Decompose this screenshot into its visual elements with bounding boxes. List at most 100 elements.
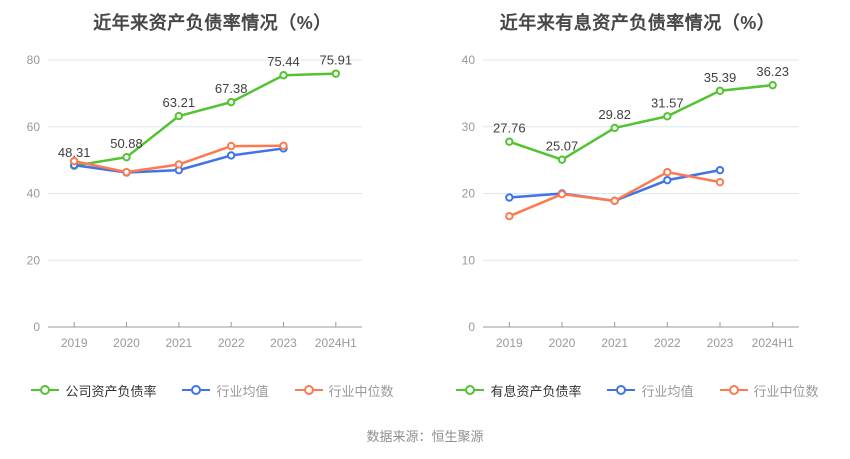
legend-item-industry-median[interactable]: 行业中位数 [294, 381, 394, 400]
line-series-icon [31, 385, 60, 395]
value-label: 63.21 [163, 95, 196, 110]
x-tick-label: 2019 [61, 336, 88, 350]
value-label: 75.44 [267, 54, 300, 69]
data-point-marker [69, 156, 79, 166]
data-point-marker [557, 189, 567, 199]
legend-item-company[interactable]: 公司资产负债率 [31, 381, 156, 400]
gridlines [48, 59, 362, 261]
legend-item-industry-mean[interactable]: 行业均值 [607, 381, 694, 400]
x-tick-label: 2021 [601, 336, 628, 350]
data-point-marker [226, 97, 236, 107]
value-label: 29.82 [598, 107, 631, 122]
chart-plot-area: 0 10 20 30 40 2019 2020 2021 2022 2023 2024H1 27.76… [462, 53, 799, 350]
x-tick-label: 2024H1 [752, 336, 794, 350]
y-tick-label: 20 [462, 187, 476, 201]
line-series-icon [607, 385, 636, 395]
data-point-marker [226, 141, 236, 151]
data-point-marker [226, 151, 236, 160]
y-tick-label: 30 [462, 120, 476, 134]
legend-label: 公司资产负债率 [65, 383, 157, 399]
series-company-line [72, 72, 338, 168]
data-point-marker [279, 141, 288, 150]
asset-liability-ratio-chart: 近年来资产负债率情况（%） 0 20 40 60 80 2019 2020 2021 2022 2… [0, 0, 425, 400]
value-label: 48.31 [58, 145, 91, 160]
y-tick-label: 60 [27, 120, 41, 134]
data-point-marker [768, 80, 777, 90]
data-point-marker [663, 167, 672, 177]
data-point-marker [663, 112, 672, 121]
data-source-label: 数据来源：恒生聚源 [366, 429, 484, 444]
x-tick-label: 2024H1 [315, 336, 357, 350]
line-series-icon [719, 385, 748, 395]
data-point-marker [174, 111, 184, 121]
series-industry-median [69, 141, 288, 177]
series-company: 48.31 50.88 63.21 67.38 75.44 75.91 [58, 53, 353, 170]
y-tick-label: 80 [27, 53, 41, 67]
data-point-marker [331, 69, 341, 78]
data-point-marker [505, 193, 514, 202]
x-tick-label: 2020 [549, 336, 576, 350]
series-company-interest: 27.76 25.07 29.82 31.57 35.39 36.23 [493, 64, 789, 164]
x-tick-label: 2023 [270, 336, 297, 350]
chart-title: 近年来有息资产负债率情况（%） [499, 13, 776, 33]
data-point-marker [610, 123, 619, 133]
x-tick-label: 2020 [113, 336, 140, 350]
line-series-icon [182, 385, 211, 395]
y-tick-label: 0 [33, 320, 40, 334]
value-label: 27.76 [493, 121, 526, 136]
data-point-marker [122, 167, 131, 177]
line-series-icon [294, 385, 323, 395]
legend-label: 行业均值 [216, 383, 269, 399]
legend-label: 行业均值 [641, 383, 694, 399]
value-label: 25.07 [546, 139, 579, 154]
gridlines [483, 59, 799, 261]
x-axis [483, 322, 799, 328]
chart-legend: 有息资产负债率 行业均值 行业中位数 [425, 380, 850, 400]
x-tick-label: 2022 [654, 336, 681, 350]
x-tick-label: 2021 [165, 336, 192, 350]
legend-label: 行业中位数 [328, 383, 394, 399]
y-tick-label: 40 [27, 187, 41, 201]
y-tick-label: 10 [462, 253, 476, 267]
data-point-marker [122, 152, 131, 162]
y-axis-labels: 0 20 40 60 80 [27, 53, 41, 334]
data-point-marker [505, 211, 514, 221]
legend-label: 有息资产负债率 [490, 383, 582, 399]
data-point-marker [715, 86, 725, 95]
data-point-marker [505, 137, 514, 146]
data-point-marker [279, 71, 288, 80]
x-axis-labels: 2019 2020 2021 2022 2023 2024H1 [61, 336, 357, 350]
y-axis-labels: 0 10 20 30 40 [462, 53, 476, 334]
value-label: 31.57 [651, 95, 684, 110]
chart-title: 近年来资产负债率情况（%） [93, 13, 332, 33]
value-label: 75.91 [320, 53, 353, 68]
data-point-marker [610, 196, 619, 206]
chart-plot-area: 0 20 40 60 80 2019 2020 2021 2022 2023 2024H1 48.31… [27, 53, 362, 350]
line-series-icon [456, 385, 485, 395]
chart-legend: 公司资产负债率 行业均值 行业中位数 [0, 380, 425, 400]
interest-bearing-ratio-chart: 近年来有息资产负债率情况（%） 0 10 20 30 40 2019 2020 2021 202… [425, 0, 850, 400]
legend-item-industry-mean[interactable]: 行业均值 [182, 381, 269, 400]
series-industry-mean-line [508, 168, 722, 203]
series-company-interest-line [508, 83, 774, 161]
x-axis-labels: 2019 2020 2021 2022 2023 2024H1 [496, 336, 794, 350]
y-tick-label: 20 [27, 253, 41, 267]
x-tick-label: 2023 [707, 336, 734, 350]
x-axis [48, 322, 362, 328]
y-tick-label: 40 [462, 53, 476, 67]
charts-row: 近年来资产负债率情况（%） 0 20 40 60 80 2019 2020 2021 2022 2… [0, 0, 850, 400]
value-label: 50.88 [110, 136, 143, 151]
legend-label: 行业中位数 [753, 383, 819, 399]
x-tick-label: 2022 [218, 336, 245, 350]
data-point-marker [557, 155, 567, 164]
data-point-marker [715, 177, 725, 187]
legend-item-industry-median[interactable]: 行业中位数 [719, 381, 819, 400]
legend-item-company-interest[interactable]: 有息资产负债率 [456, 381, 581, 400]
series-industry-median [505, 167, 725, 221]
data-point-marker [663, 175, 672, 185]
data-point-marker [174, 160, 184, 169]
value-label: 36.23 [756, 64, 789, 79]
x-tick-label: 2019 [496, 336, 523, 350]
y-tick-label: 0 [468, 320, 475, 334]
